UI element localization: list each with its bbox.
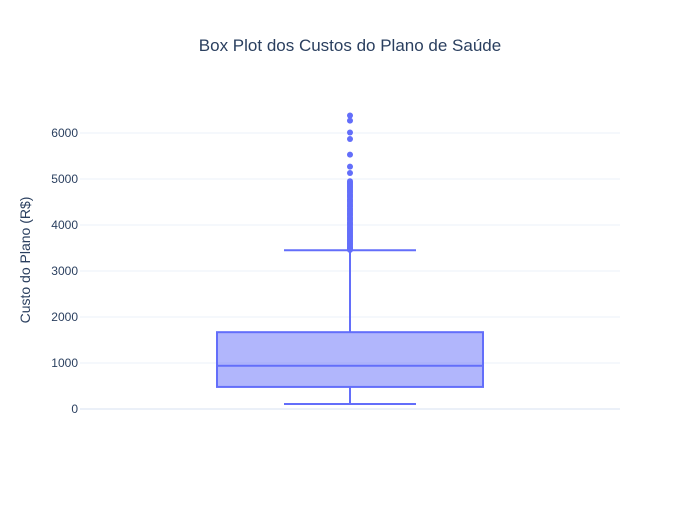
y-axis-ticks: 0 1000 2000 3000 4000 5000 6000 — [51, 126, 78, 416]
outlier-point — [347, 117, 353, 124]
outlier-point — [347, 129, 353, 136]
box-plot-series — [216, 249, 484, 405]
y-tick-label: 1000 — [51, 356, 78, 370]
chart-title: Box Plot dos Custos do Plano de Saúde — [199, 36, 501, 55]
y-tick-label: 2000 — [51, 310, 78, 324]
outlier-point — [347, 135, 353, 142]
outlier-point — [347, 178, 353, 185]
y-tick-label: 0 — [71, 402, 78, 416]
y-tick-label: 5000 — [51, 172, 78, 186]
outlier-point — [347, 151, 353, 158]
outlier-point — [347, 163, 353, 170]
outlier-points — [347, 112, 353, 253]
y-axis-label: Custo do Plano (R$) — [17, 197, 33, 324]
outlier-point — [347, 170, 353, 177]
y-tick-label: 4000 — [51, 218, 78, 232]
interquartile-box — [216, 331, 484, 388]
y-tick-label: 6000 — [51, 126, 78, 140]
outlier-point — [347, 112, 353, 119]
y-tick-label: 3000 — [51, 264, 78, 278]
